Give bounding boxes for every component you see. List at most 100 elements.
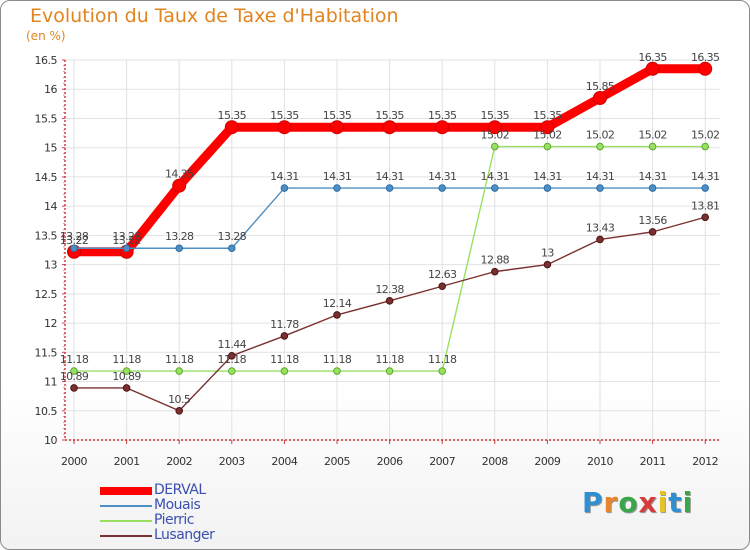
data-label-mouais: 14.31 <box>586 170 615 183</box>
x-tick-label: 2000 <box>61 455 87 468</box>
logo-letter: x <box>638 486 658 519</box>
data-label-mouais: 13.28 <box>165 230 194 243</box>
data-label-derval: 15.35 <box>533 109 562 122</box>
data-point-lusanger <box>648 228 657 236</box>
data-label-mouais: 14.31 <box>481 170 510 183</box>
data-label-pierric: 15.02 <box>533 129 562 142</box>
data-label-pierric: 11.18 <box>375 353 404 366</box>
logo-letter: P <box>582 486 604 519</box>
data-point-pierric <box>701 142 710 151</box>
data-point-lusanger <box>333 311 341 319</box>
data-point-mouais <box>122 244 131 253</box>
data-label-mouais: 13.28 <box>112 230 141 243</box>
logo-letter: i <box>657 486 669 519</box>
data-point-derval <box>172 178 187 193</box>
data-point-mouais <box>491 184 499 192</box>
y-tick-label: 16 <box>44 83 57 96</box>
data-label-derval: 13.22 <box>112 234 141 247</box>
logo-letter: i <box>682 486 694 519</box>
data-label-derval: 15.35 <box>323 109 352 122</box>
data-point-lusanger <box>228 352 236 360</box>
x-tick-label: 2005 <box>324 455 350 468</box>
data-point-pierric <box>70 367 78 375</box>
data-label-pierric: 15.02 <box>691 129 720 142</box>
data-point-pierric <box>228 367 236 375</box>
data-label-pierric: 15.02 <box>638 129 667 142</box>
y-tick-label: 14 <box>44 200 57 213</box>
data-label-derval: 16.35 <box>691 51 720 64</box>
y-tick-label: 12.5 <box>35 288 58 301</box>
y-tick-label: 10 <box>44 434 57 447</box>
data-point-lusanger <box>175 406 183 415</box>
data-label-derval: 15.85 <box>586 80 615 93</box>
data-label-pierric: 11.18 <box>60 353 89 366</box>
data-label-lusanger: 11.78 <box>270 318 299 331</box>
data-label-mouais: 14.31 <box>691 170 720 183</box>
x-tick-label: 2007 <box>429 455 455 468</box>
data-label-mouais: 13.28 <box>60 230 89 243</box>
data-point-lusanger <box>596 235 604 244</box>
y-tick-label: 15.5 <box>35 112 58 125</box>
data-label-pierric: 15.02 <box>481 129 510 142</box>
data-label-lusanger: 10.89 <box>112 370 141 383</box>
data-point-pierric <box>333 367 341 375</box>
data-point-derval <box>435 120 450 135</box>
data-point-pierric <box>280 367 289 375</box>
proxiti-logo: Proxiti <box>582 486 693 519</box>
y-tick-label: 14.5 <box>35 171 58 184</box>
data-label-derval: 15.35 <box>428 109 457 122</box>
data-point-pierric <box>543 142 552 151</box>
data-label-derval: 16.35 <box>638 51 667 64</box>
data-label-pierric: 11.18 <box>428 353 457 366</box>
data-label-lusanger: 13.43 <box>586 221 615 234</box>
y-tick-label: 13 <box>44 259 57 272</box>
legend-swatch <box>100 505 152 507</box>
data-point-lusanger <box>438 282 447 291</box>
data-point-derval <box>593 91 607 105</box>
legend-swatch <box>100 535 152 537</box>
legend-label: DERVAL <box>154 482 206 498</box>
data-point-mouais <box>333 184 341 192</box>
data-label-mouais: 14.31 <box>638 170 667 183</box>
chart-title: Evolution du Taux de Taxe d'Habitation <box>30 5 399 27</box>
data-label-mouais: 14.31 <box>375 170 404 183</box>
data-point-pierric <box>175 367 183 375</box>
data-label-lusanger: 13.81 <box>691 199 720 212</box>
x-tick-label: 2006 <box>377 455 403 468</box>
y-tick-label: 13.5 <box>35 229 58 242</box>
data-point-lusanger <box>385 297 394 305</box>
data-label-mouais: 13.28 <box>218 230 247 243</box>
data-point-pierric <box>596 142 604 151</box>
data-point-mouais <box>596 184 604 192</box>
data-label-lusanger: 10.89 <box>60 370 89 383</box>
data-point-mouais <box>175 244 183 253</box>
data-label-lusanger: 10.5 <box>168 393 191 406</box>
legend-swatch <box>100 520 152 522</box>
data-point-derval <box>382 120 397 135</box>
y-tick-label: 10.5 <box>35 405 58 418</box>
data-label-lusanger: 12.14 <box>323 297 352 310</box>
logo-letter: r <box>603 486 619 519</box>
data-label-derval: 14.35 <box>165 168 194 181</box>
data-label-lusanger: 12.88 <box>481 254 510 267</box>
y-tick-label: 16.5 <box>35 54 58 67</box>
x-tick-label: 2009 <box>534 455 560 468</box>
data-point-derval <box>330 120 344 135</box>
data-point-lusanger <box>280 332 289 340</box>
x-tick-label: 2003 <box>219 455 245 468</box>
data-point-mouais <box>280 184 289 192</box>
data-point-derval <box>698 61 713 76</box>
data-label-mouais: 14.31 <box>533 170 562 183</box>
data-point-pierric <box>385 367 394 375</box>
data-label-lusanger: 11.44 <box>218 338 247 351</box>
data-label-derval: 15.35 <box>218 109 247 122</box>
logo-letter: t <box>668 486 683 519</box>
data-point-mouais <box>70 244 78 253</box>
data-point-derval <box>645 61 660 76</box>
data-point-lusanger <box>70 384 78 392</box>
data-label-lusanger: 13 <box>541 247 554 260</box>
data-point-lusanger <box>491 267 499 276</box>
data-label-mouais: 14.31 <box>270 170 299 183</box>
data-label-lusanger: 13.56 <box>638 214 667 227</box>
